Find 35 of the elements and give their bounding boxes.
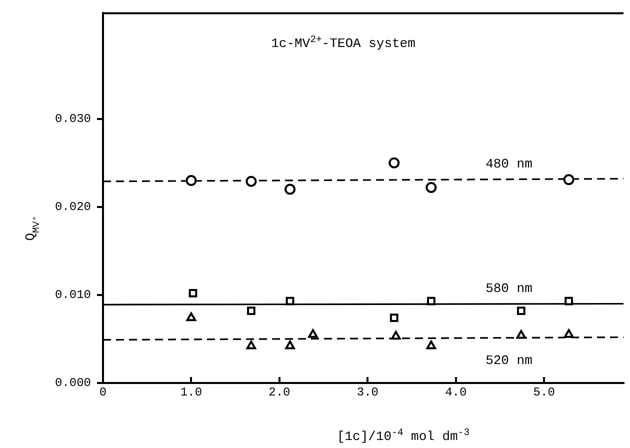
x-tick-label: 2.0 [268,385,290,400]
x-tick-label: 5.0 [533,385,555,400]
series-label: 520 nm [486,352,533,368]
point [308,329,318,338]
x-tick-label: 1.0 [180,385,202,400]
point [246,176,257,187]
x-tick-label: 0 [99,385,107,400]
point [390,314,398,322]
point [427,296,436,306]
point [516,306,526,315]
y-tick-label: 0.020 [54,200,91,214]
point [426,182,437,194]
series-label: 480 nm [486,156,533,172]
point [563,174,574,186]
point [286,296,294,306]
point [564,329,574,338]
point [188,289,198,298]
y-tick-label: 0.000 [54,376,91,390]
y-tick-label: 0.010 [54,288,91,302]
point [388,157,400,168]
point [284,184,296,195]
point [285,340,295,350]
x-tick-label: 3.0 [356,385,378,400]
point [186,312,196,322]
series-label: 580 nm [486,280,533,296]
y-axis-title: QMV⁺ [23,215,42,241]
point [426,340,436,350]
point [390,330,401,340]
point [516,330,526,339]
point [564,296,573,306]
x-tick-label: 4.0 [445,385,467,400]
y-tick-label: 0.030 [54,112,91,126]
point [247,306,256,315]
point [186,174,197,186]
point [246,340,256,350]
